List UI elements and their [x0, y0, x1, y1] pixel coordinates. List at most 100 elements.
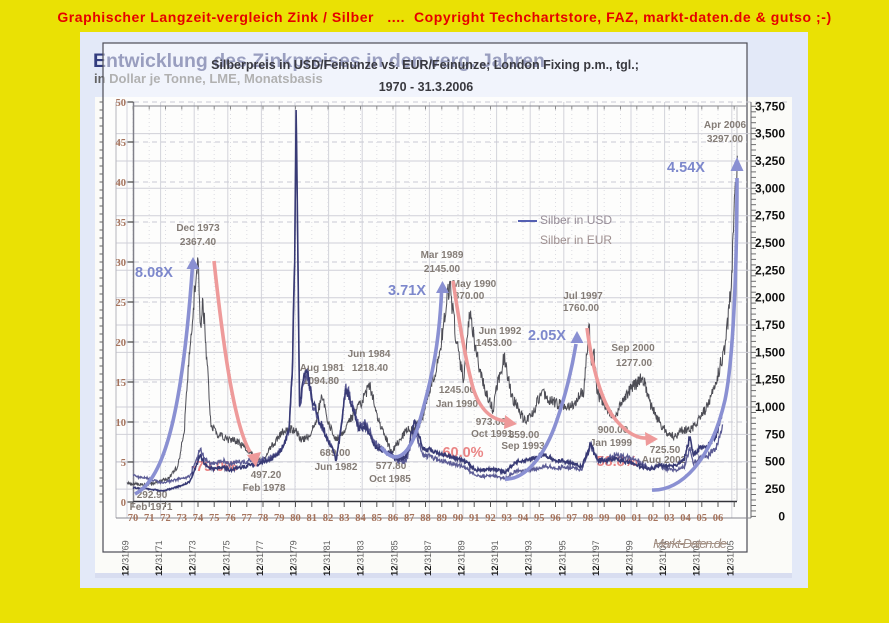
- svg-text:12/31/95: 12/31/95: [557, 540, 568, 576]
- svg-text:Aug 1981: Aug 1981: [300, 363, 345, 374]
- svg-text:Feb 1971: Feb 1971: [130, 502, 173, 513]
- svg-text:1760.00: 1760.00: [563, 303, 600, 314]
- svg-text:1,750: 1,750: [755, 318, 785, 332]
- svg-text:76: 76: [225, 513, 236, 524]
- svg-text:96: 96: [550, 513, 561, 524]
- svg-text:74: 74: [193, 513, 204, 524]
- svg-text:Feb 1978: Feb 1978: [243, 483, 286, 494]
- svg-text:12/31/93: 12/31/93: [524, 540, 535, 576]
- svg-text:12/31/97: 12/31/97: [591, 540, 602, 576]
- svg-text:12/31/75: 12/31/75: [221, 540, 232, 576]
- svg-text:Jan 1990: Jan 1990: [436, 399, 479, 410]
- svg-text:12/31/79: 12/31/79: [289, 540, 300, 576]
- svg-text:77: 77: [242, 513, 253, 524]
- svg-text:12/31/99: 12/31/99: [625, 540, 636, 576]
- svg-text:3297.00: 3297.00: [707, 134, 744, 145]
- svg-text:12/31/81: 12/31/81: [322, 540, 333, 576]
- svg-text:2145.00: 2145.00: [424, 264, 461, 275]
- svg-text:292.90: 292.90: [137, 490, 168, 501]
- svg-text:99: 99: [599, 513, 610, 524]
- svg-text:12/31/83: 12/31/83: [356, 540, 367, 576]
- svg-text:81: 81: [307, 513, 318, 524]
- svg-text:1,000: 1,000: [755, 400, 785, 414]
- svg-text:3.71X: 3.71X: [388, 283, 426, 299]
- svg-text:1277.00: 1277.00: [616, 358, 653, 369]
- svg-text:15: 15: [116, 378, 127, 389]
- svg-text:577.80: 577.80: [376, 461, 407, 472]
- svg-text:3,000: 3,000: [755, 181, 785, 195]
- svg-text:72: 72: [160, 513, 171, 524]
- svg-text:3,250: 3,250: [755, 154, 785, 168]
- svg-text:12/31/71: 12/31/71: [154, 540, 165, 576]
- svg-text:1245.00: 1245.00: [439, 385, 476, 396]
- svg-text:78: 78: [258, 513, 269, 524]
- svg-text:725.50: 725.50: [650, 445, 681, 456]
- svg-text:1453.00: 1453.00: [476, 338, 513, 349]
- svg-text:Aug 2002: Aug 2002: [642, 455, 687, 466]
- svg-text:0: 0: [121, 498, 126, 509]
- svg-text:12/31/85: 12/31/85: [389, 540, 400, 576]
- svg-text:12/31/01: 12/31/01: [658, 540, 669, 576]
- svg-text:05: 05: [697, 513, 708, 524]
- svg-text:83: 83: [339, 513, 350, 524]
- svg-text:12/31/89: 12/31/89: [457, 540, 468, 576]
- svg-text:Silber in USD: Silber in USD: [540, 213, 612, 227]
- svg-text:859.00: 859.00: [509, 430, 540, 441]
- svg-text:Jun 1992: Jun 1992: [479, 326, 522, 337]
- svg-text:88: 88: [420, 513, 431, 524]
- svg-text:50: 50: [116, 98, 127, 109]
- svg-text:20: 20: [116, 338, 127, 349]
- svg-text:12/31/03: 12/31/03: [692, 540, 703, 576]
- svg-text:870.00: 870.00: [454, 291, 485, 302]
- svg-text:May 1990: May 1990: [452, 279, 497, 290]
- svg-text:Oct 1991: Oct 1991: [471, 429, 513, 440]
- svg-text:45: 45: [116, 138, 127, 149]
- svg-text:06: 06: [713, 513, 724, 524]
- svg-text:2,750: 2,750: [755, 209, 785, 223]
- svg-text:03: 03: [664, 513, 675, 524]
- svg-text:Jun 1984: Jun 1984: [348, 349, 391, 360]
- svg-text:98: 98: [583, 513, 594, 524]
- svg-text:Jun 1982: Jun 1982: [315, 462, 358, 473]
- svg-text:497.20: 497.20: [251, 470, 282, 481]
- svg-text:Dec 1973: Dec 1973: [176, 223, 220, 234]
- svg-text:689.00: 689.00: [320, 448, 351, 459]
- svg-text:1218.40: 1218.40: [352, 363, 389, 374]
- svg-text:1970 - 31.3.2006: 1970 - 31.3.2006: [379, 80, 474, 94]
- svg-text:86: 86: [388, 513, 399, 524]
- svg-text:92: 92: [485, 513, 496, 524]
- svg-text:12/31/77: 12/31/77: [255, 540, 266, 576]
- svg-text:2,500: 2,500: [755, 236, 785, 250]
- svg-text:00: 00: [615, 513, 626, 524]
- svg-text:35: 35: [116, 218, 127, 229]
- svg-text:Mar 1989: Mar 1989: [421, 250, 464, 261]
- svg-text:3,750: 3,750: [755, 99, 785, 113]
- svg-text:12/31/69: 12/31/69: [121, 540, 132, 576]
- svg-text:2,000: 2,000: [755, 291, 785, 305]
- svg-text:90: 90: [453, 513, 464, 524]
- svg-text:01: 01: [632, 513, 643, 524]
- svg-text:02: 02: [648, 513, 659, 524]
- svg-text:60.0%: 60.0%: [442, 445, 483, 461]
- svg-text:10: 10: [116, 418, 127, 429]
- svg-text:8.08X: 8.08X: [135, 265, 173, 281]
- svg-text:1,500: 1,500: [755, 345, 785, 359]
- svg-text:80: 80: [290, 513, 301, 524]
- svg-text:Apr 2006: Apr 2006: [704, 120, 747, 131]
- svg-text:Sep 1993: Sep 1993: [501, 441, 545, 452]
- svg-text:94: 94: [518, 513, 529, 524]
- svg-text:75: 75: [209, 513, 220, 524]
- svg-text:30: 30: [116, 258, 127, 269]
- svg-text:73: 73: [177, 513, 188, 524]
- svg-text:750: 750: [765, 427, 785, 441]
- svg-text:85: 85: [372, 513, 383, 524]
- svg-text:25: 25: [116, 298, 127, 309]
- svg-text:Sep 2000: Sep 2000: [611, 343, 655, 354]
- svg-text:12/31/73: 12/31/73: [188, 540, 199, 576]
- svg-text:04: 04: [680, 513, 691, 524]
- svg-text:82: 82: [323, 513, 334, 524]
- svg-text:70: 70: [128, 513, 139, 524]
- svg-text:89: 89: [437, 513, 448, 524]
- svg-text:93: 93: [502, 513, 513, 524]
- svg-text:71: 71: [144, 513, 155, 524]
